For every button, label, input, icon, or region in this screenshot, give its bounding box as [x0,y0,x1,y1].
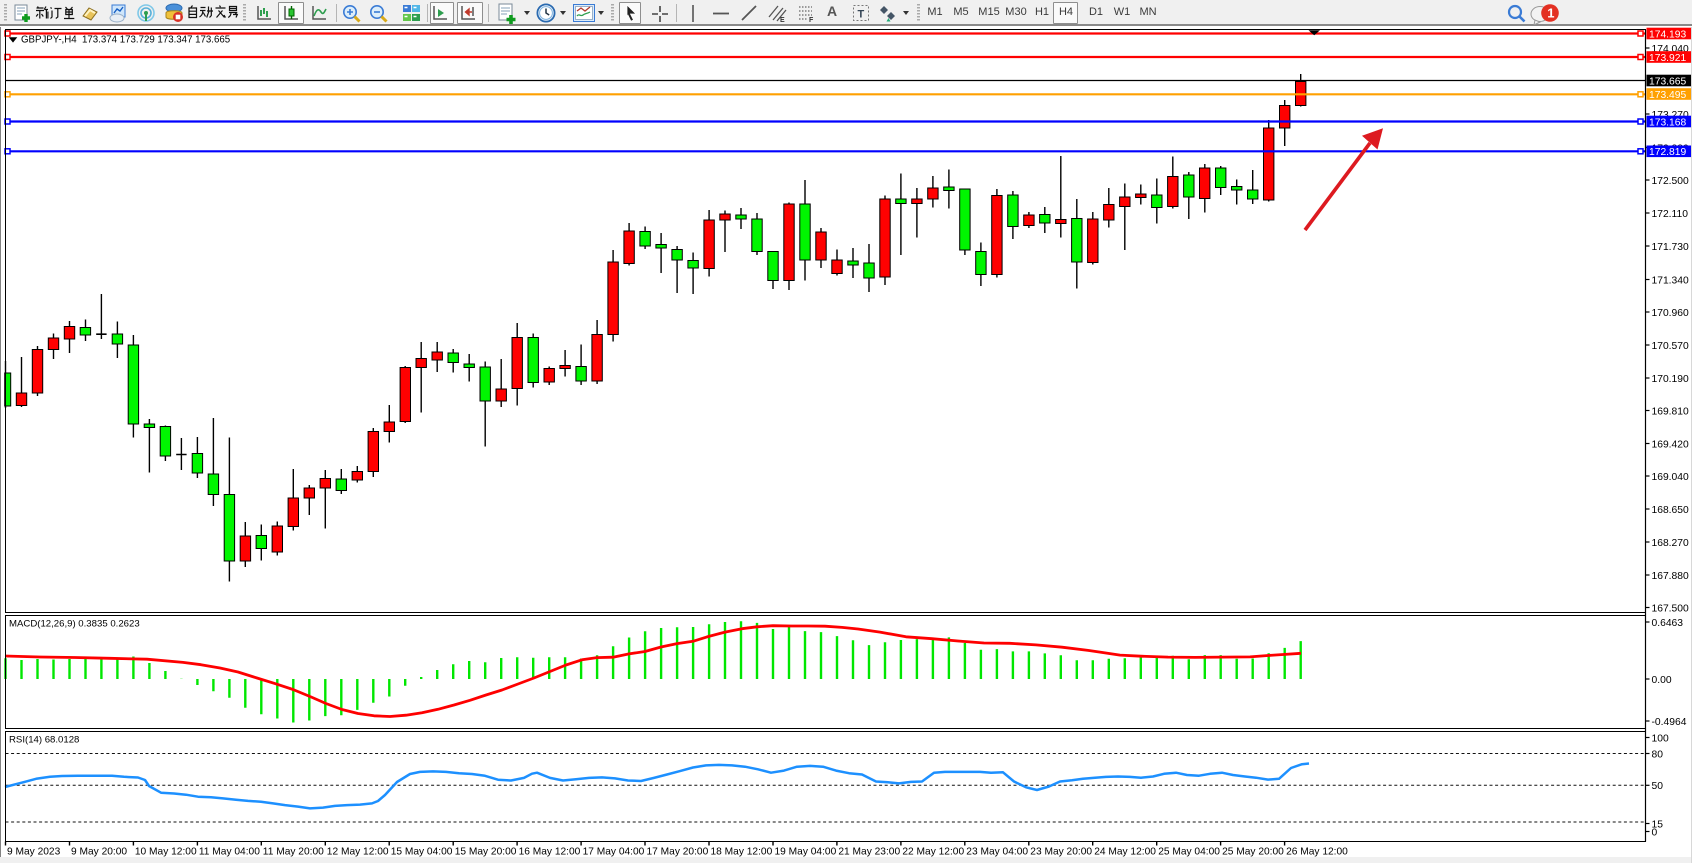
svg-text:1: 1 [1547,6,1554,21]
svg-text:173.495: 173.495 [1649,90,1686,101]
svg-text:E: E [780,17,785,23]
svg-text:26 May 12:00: 26 May 12:00 [1286,847,1348,858]
svg-text:11 May 20:00: 11 May 20:00 [263,847,324,858]
svg-text:169.420: 169.420 [1652,439,1689,450]
svg-text:173.665: 173.665 [1649,76,1686,87]
svg-text:25 May 20:00: 25 May 20:00 [1222,847,1284,858]
svg-text:9 May 2023: 9 May 2023 [7,847,61,858]
svg-text:18 May 12:00: 18 May 12:00 [711,847,773,858]
svg-text:17 May 20:00: 17 May 20:00 [647,847,709,858]
svg-text:12 May 12:00: 12 May 12:00 [327,847,389,858]
svg-text:50: 50 [1652,781,1664,792]
svg-text:F: F [809,17,814,23]
svg-text:MACD(12,26,9) 0.3835 0.2623: MACD(12,26,9) 0.3835 0.2623 [9,619,140,630]
svg-text:25 May 04:00: 25 May 04:00 [1158,847,1220,858]
svg-text:80: 80 [1652,749,1664,760]
svg-text:16 May 12:00: 16 May 12:00 [519,847,581,858]
svg-text:15 May 20:00: 15 May 20:00 [455,847,517,858]
svg-text:173.921: 173.921 [1649,53,1686,64]
svg-text:15 May 04:00: 15 May 04:00 [391,847,453,858]
svg-text:21 May 23:00: 21 May 23:00 [838,847,900,858]
svg-text:171.340: 171.340 [1652,275,1689,286]
svg-text:23 May 04:00: 23 May 04:00 [966,847,1028,858]
svg-text:173.168: 173.168 [1649,117,1686,128]
svg-text:10 May 12:00: 10 May 12:00 [135,847,197,858]
svg-text:170.190: 170.190 [1652,374,1689,385]
svg-text:171.730: 171.730 [1652,242,1689,253]
svg-text:11 May 04:00: 11 May 04:00 [199,847,260,858]
svg-text:0: 0 [1652,827,1658,838]
svg-text:T: T [858,9,865,21]
svg-text:GBPJPY-,H4 173.374 173.729 17: GBPJPY-,H4 173.374 173.729 173.347 173.6… [21,35,230,46]
svg-text:9 May 20:00: 9 May 20:00 [71,847,127,858]
svg-text:-0.4964: -0.4964 [1652,717,1687,728]
svg-text:172.819: 172.819 [1649,147,1686,158]
svg-text:0.6463: 0.6463 [1652,618,1684,629]
svg-text:17 May 04:00: 17 May 04:00 [583,847,645,858]
svg-text:100: 100 [1652,733,1669,744]
svg-text:172.500: 172.500 [1652,176,1689,187]
svg-text:170.960: 170.960 [1652,308,1689,319]
svg-text:172.110: 172.110 [1652,209,1689,220]
svg-text:168.270: 168.270 [1652,538,1689,549]
svg-text:15: 15 [1652,819,1664,830]
svg-text:169.040: 169.040 [1652,472,1689,483]
svg-text:174.040: 174.040 [1652,44,1689,55]
svg-text:19 May 04:00: 19 May 04:00 [775,847,837,858]
svg-text:168.650: 168.650 [1652,505,1689,516]
svg-text:24 May 12:00: 24 May 12:00 [1094,847,1156,858]
svg-text:167.500: 167.500 [1652,603,1689,614]
svg-text:23 May 20:00: 23 May 20:00 [1030,847,1092,858]
svg-text:170.570: 170.570 [1652,341,1689,352]
svg-text:RSI(14) 68.0128: RSI(14) 68.0128 [9,735,79,746]
svg-text:0.00: 0.00 [1652,675,1672,686]
svg-text:174.193: 174.193 [1649,29,1686,40]
svg-text:169.810: 169.810 [1652,406,1689,417]
svg-text:173.270: 173.270 [1652,110,1689,121]
svg-text:22 May 12:00: 22 May 12:00 [902,847,964,858]
svg-text:167.880: 167.880 [1652,571,1689,582]
